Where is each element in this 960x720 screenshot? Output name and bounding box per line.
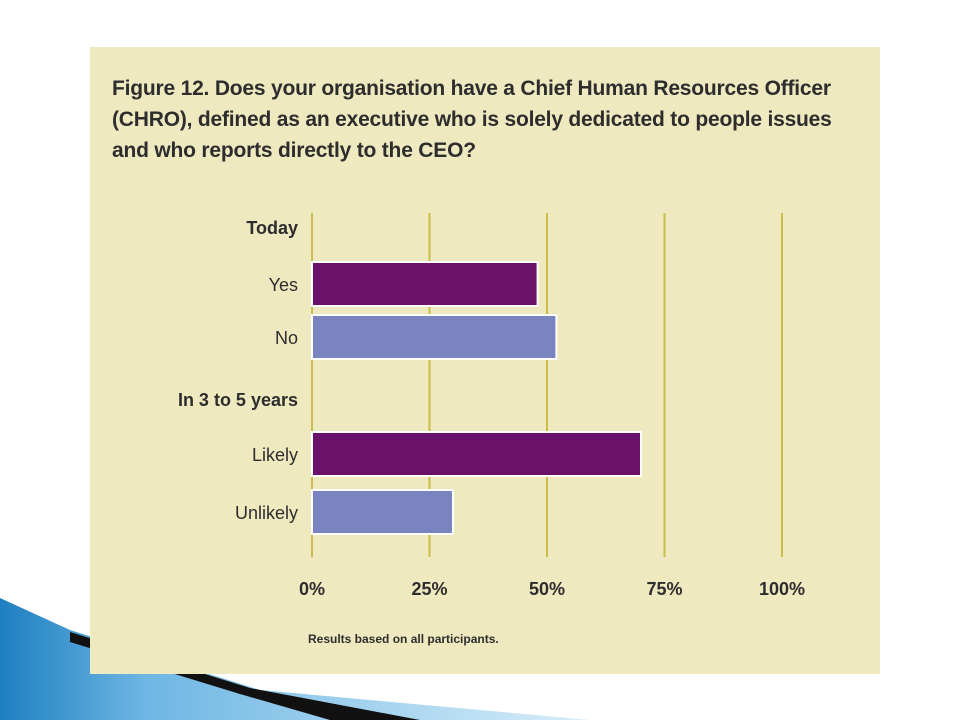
- bar-label-0-1: No: [275, 328, 298, 348]
- bar-0-0: [311, 261, 539, 307]
- x-tick-label-1: 25%: [411, 579, 447, 599]
- bar-label-0-0: Yes: [269, 275, 298, 295]
- bar-label-1-0: Likely: [252, 445, 298, 465]
- bar-0-1: [311, 314, 558, 360]
- bar-1-1: [311, 489, 454, 535]
- x-tick-label-4: 100%: [759, 579, 805, 599]
- figure-title: Figure 12. Does your organisation have a…: [112, 77, 832, 162]
- bar-label-1-1: Unlikely: [235, 503, 298, 523]
- x-tick-label-2: 50%: [529, 579, 565, 599]
- bar-chart: Today Yes No In 3 to 5 years Likely Unlikely 0…: [178, 213, 805, 599]
- figure-footnote: Results based on all participants.: [308, 632, 499, 646]
- group-label-1: In 3 to 5 years: [178, 390, 298, 410]
- decor-swoosh-light: [0, 598, 590, 720]
- figure-panel: Figure 12. Does your organisation have a…: [90, 47, 880, 674]
- group-label-0: Today: [246, 218, 298, 238]
- bar-1-0: [311, 431, 642, 477]
- x-tick-label-3: 75%: [646, 579, 682, 599]
- x-tick-label-0: 0%: [299, 579, 325, 599]
